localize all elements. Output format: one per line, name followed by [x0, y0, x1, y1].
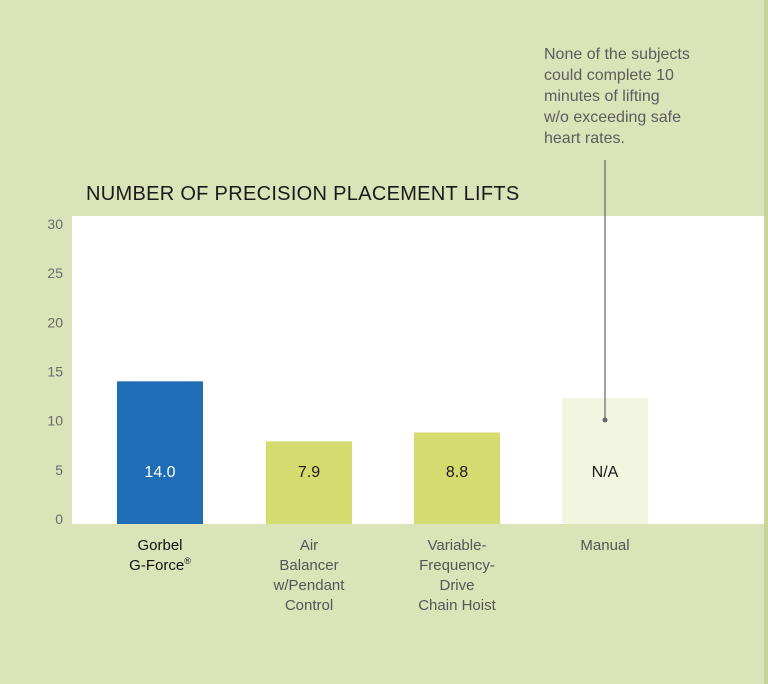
bar — [414, 432, 500, 524]
bar-value-label: 7.9 — [298, 464, 320, 481]
bar-value-label: N/A — [592, 464, 619, 481]
y-tick-label: 25 — [47, 265, 63, 281]
y-tick-label: 20 — [47, 314, 63, 330]
y-axis: 0 5 10 15 20 25 30 — [47, 216, 63, 527]
bars-group: 14.0 Gorbel G-Force® 7.9 Air Balancer w/Pendan… — [117, 381, 648, 614]
category-label: Drive — [439, 577, 474, 594]
category-label: Air — [300, 537, 318, 554]
category-label: Manual — [580, 537, 629, 554]
annotation-dot — [602, 417, 608, 423]
y-tick-label: 10 — [47, 413, 63, 429]
manual-annotation-text: None of the subjects could complete 10 m… — [544, 44, 744, 149]
category-label: Variable- — [428, 537, 487, 554]
category-label: Frequency- — [419, 557, 495, 574]
annotation-line: w/o exceeding safe — [544, 109, 681, 126]
chart-title: NUMBER OF PRECISION PLACEMENT LIFTS — [86, 183, 520, 205]
y-tick-label: 30 — [47, 216, 63, 232]
bar — [117, 381, 203, 524]
annotation-line: None of the subjects — [544, 46, 690, 63]
bar — [266, 441, 352, 524]
category-label: w/Pendant — [273, 577, 346, 594]
annotation-line: heart rates. — [544, 130, 625, 147]
y-tick-label: 15 — [47, 364, 63, 380]
y-tick-label: 0 — [55, 511, 63, 527]
y-tick-label: 5 — [55, 462, 63, 478]
bar-value-label: 8.8 — [446, 464, 468, 481]
annotation-leader — [602, 160, 608, 423]
bar-value-label: 14.0 — [144, 464, 175, 481]
category-label: Gorbel — [137, 537, 182, 554]
category-label: Balancer — [279, 557, 338, 574]
category-label: Chain Hoist — [418, 597, 496, 614]
annotation-line: minutes of lifting — [544, 88, 660, 105]
annotation-line: could complete 10 — [544, 67, 674, 84]
category-label: Control — [285, 597, 333, 614]
page-edge — [764, 0, 768, 684]
category-label: G-Force® — [129, 556, 191, 574]
